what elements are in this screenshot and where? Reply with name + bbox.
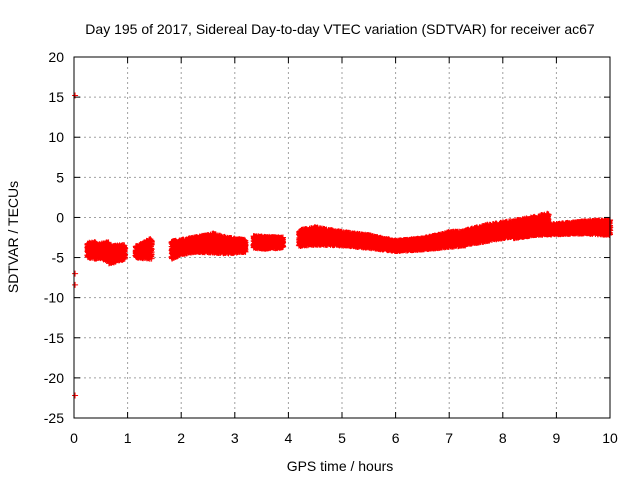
chart-title: Day 195 of 2017, Sidereal Day-to-day VTE…	[85, 21, 595, 37]
data-point	[121, 244, 128, 251]
data-points	[72, 92, 614, 399]
data-point	[122, 251, 129, 258]
